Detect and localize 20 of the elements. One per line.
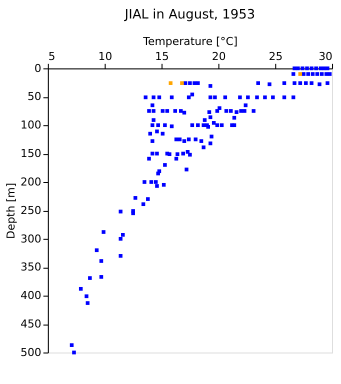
y-tick-label: 350 (20, 260, 42, 274)
y-tick-label: 150 (20, 147, 42, 160)
y-tick-label: 200 (20, 175, 42, 188)
x-tick-label: 10 (98, 50, 112, 63)
y-axis-title: Depth [m] (4, 182, 18, 239)
y-tick-label: 0 (34, 62, 42, 75)
y-tick-label: 50 (27, 90, 42, 104)
x-axis-title: Temperature [°C] (142, 34, 238, 48)
y-tick-label: 250 (20, 204, 42, 217)
x-tick-label: 5 (48, 50, 56, 63)
y-tick-label: 300 (20, 232, 42, 246)
y-tick-label: 450 (20, 318, 42, 331)
y-tick-label: 400 (20, 289, 42, 302)
x-tick-label: 20 (212, 50, 226, 63)
y-tick-label: 100 (20, 118, 42, 132)
x-tick-label: 15 (155, 50, 170, 63)
y-tick-label: 500 (20, 346, 42, 359)
x-tick-label: 30 (318, 50, 333, 63)
chart-title: JIAL in August, 1953 (124, 7, 256, 22)
x-tick-label: 25 (268, 50, 283, 63)
